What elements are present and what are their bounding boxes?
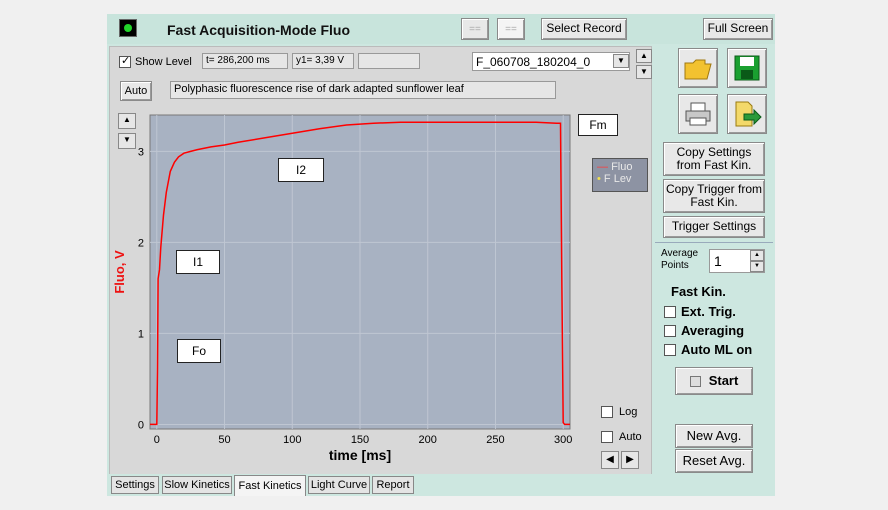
tab-bar: Settings Slow Kinetics Fast Kinetics Lig… — [107, 474, 775, 496]
printer-icon — [685, 102, 711, 126]
fast-kin-heading: Fast Kin. — [671, 284, 726, 299]
empty-readout — [358, 53, 420, 69]
annotation-fm: Fm — [578, 114, 618, 136]
legend-entry-flev: • F Lev — [597, 173, 632, 185]
export-file-icon — [735, 101, 762, 127]
show-level-label: Show Level — [135, 56, 192, 68]
description-field[interactable]: Polyphasic fluorescence rise of dark ada… — [170, 81, 556, 99]
auto-button[interactable]: Auto — [120, 81, 152, 101]
chevron-down-icon[interactable]: ▼ — [613, 54, 629, 68]
averaging-label: Averaging — [681, 323, 745, 338]
folder-icon — [684, 59, 712, 80]
show-level-checkbox[interactable] — [119, 54, 131, 68]
record-select[interactable]: F_060708_180204_0 — [472, 52, 630, 71]
record-up-button[interactable]: ▲ — [636, 49, 652, 63]
status-led-icon — [119, 19, 137, 37]
tab-light-curve[interactable]: Light Curve — [308, 476, 370, 494]
annotation-i2: I2 — [278, 158, 324, 182]
copy-trigger-button[interactable]: Copy Trigger from Fast Kin. — [663, 179, 765, 213]
y-tick-label: 2 — [138, 237, 144, 249]
floppy-disk-icon — [734, 55, 760, 81]
x-tick-label: 200 — [419, 434, 437, 446]
ext-trig-checkbox[interactable] — [664, 306, 676, 318]
auto-scale-checkbox[interactable] — [601, 431, 613, 443]
annotation-fo: Fo — [177, 339, 221, 363]
tab-settings[interactable]: Settings — [111, 476, 159, 494]
title-bar: Fast Acquisition-Mode Fluo == == Select … — [107, 14, 775, 44]
annotation-i1: I1 — [176, 250, 220, 274]
y-tick-label: 3 — [138, 146, 144, 158]
log-checkbox[interactable] — [601, 406, 613, 418]
trigger-settings-button[interactable]: Trigger Settings — [663, 216, 765, 238]
tab-report[interactable]: Report — [372, 476, 414, 494]
chart-legend: — Fluo • F Lev — [592, 158, 648, 192]
main-panel: Show Level t= 286,200 ms y1= 3,39 V F_06… — [109, 46, 652, 476]
divider — [655, 242, 773, 243]
eq-button-1[interactable]: == — [461, 18, 489, 40]
start-button[interactable]: Start — [675, 367, 753, 395]
y-axis-label: Fluo, V — [112, 250, 127, 294]
full-screen-button[interactable]: Full Screen — [703, 18, 773, 40]
side-panel: Copy Settings from Fast Kin. Copy Trigge… — [655, 46, 773, 476]
x-tick-label: 100 — [283, 434, 301, 446]
auto-ml-checkbox[interactable] — [664, 344, 676, 356]
legend-entry-fluo: — Fluo — [597, 161, 633, 173]
pan-right-button[interactable]: ▶ — [621, 451, 639, 469]
auto-ml-label: Auto ML on — [681, 342, 753, 357]
average-up-button[interactable]: ▲ — [750, 250, 764, 261]
x-tick-label: 50 — [218, 434, 230, 446]
record-down-button[interactable]: ▼ — [636, 65, 652, 79]
app-window: Fast Acquisition-Mode Fluo == == Select … — [107, 14, 775, 496]
average-down-button[interactable]: ▼ — [750, 261, 764, 272]
x-axis-label: time [ms] — [329, 447, 391, 463]
new-avg-button[interactable]: New Avg. — [675, 424, 753, 448]
reset-avg-button[interactable]: Reset Avg. — [675, 449, 753, 473]
ext-trig-label: Ext. Trig. — [681, 304, 736, 319]
copy-settings-button[interactable]: Copy Settings from Fast Kin. — [663, 142, 765, 176]
start-indicator-icon — [689, 375, 701, 387]
x-tick-label: 250 — [486, 434, 504, 446]
tab-slow-kinetics[interactable]: Slow Kinetics — [162, 476, 232, 494]
window-title: Fast Acquisition-Mode Fluo — [167, 22, 351, 38]
eq-button-2[interactable]: == — [497, 18, 525, 40]
x-tick-label: 150 — [351, 434, 369, 446]
select-record-button[interactable]: Select Record — [541, 18, 627, 40]
save-button[interactable] — [727, 48, 767, 88]
t-readout: t= 286,200 ms — [202, 53, 288, 69]
x-tick-label: 300 — [554, 434, 572, 446]
export-button[interactable] — [727, 94, 767, 134]
record-select-value: F_060708_180204_0 — [476, 55, 591, 69]
tab-fast-kinetics[interactable]: Fast Kinetics — [234, 475, 306, 496]
averaging-checkbox[interactable] — [664, 325, 676, 337]
series-line-fluo — [150, 121, 570, 426]
x-tick-label: 0 — [154, 434, 160, 446]
scale-down-button[interactable]: ▼ — [118, 133, 136, 149]
y-tick-label: 0 — [138, 419, 144, 431]
scale-up-button[interactable]: ▲ — [118, 113, 136, 129]
start-label: Start — [708, 372, 739, 388]
log-label: Log — [619, 406, 638, 418]
fluo-chart: 0 50 100 150 200 250 300 0 1 2 3 Fluo, V time [ms] — [112, 114, 572, 463]
print-button[interactable] — [678, 94, 718, 134]
average-points-label: Average Points — [661, 248, 699, 271]
open-folder-button[interactable] — [678, 48, 718, 88]
pan-left-button[interactable]: ◀ — [601, 451, 619, 469]
y-tick-label: 1 — [138, 328, 144, 340]
auto-scale-label: Auto — [619, 431, 642, 443]
y-readout: y1= 3,39 V — [292, 53, 354, 69]
